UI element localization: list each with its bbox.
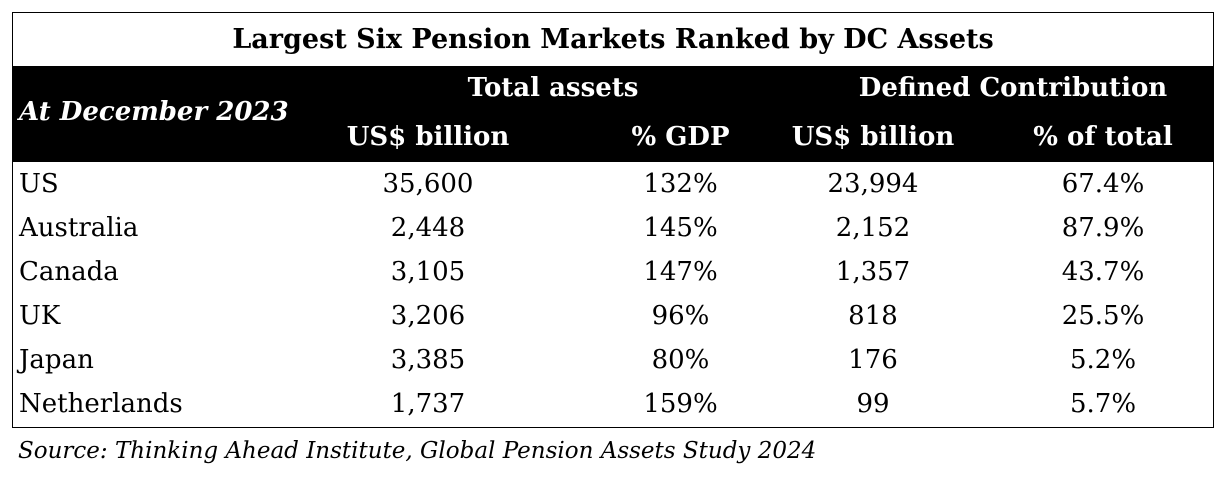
table-row: Netherlands 1,737 159% 99 5.7% [13, 382, 1213, 426]
column-header-dc-usd: US$ billion [791, 122, 955, 152]
cell-dc-usd: 1,357 [835, 257, 911, 287]
table-row: Australia 2,448 145% 2,152 87.9% [13, 206, 1213, 250]
cell-total-gdp: 80% [651, 345, 710, 375]
cell-country: Japan [19, 345, 94, 375]
cell-dc-share: 25.5% [1061, 301, 1145, 331]
cell-dc-share: 87.9% [1061, 213, 1145, 243]
cell-country: Australia [19, 213, 139, 243]
cell-dc-usd: 99 [856, 389, 890, 419]
table-row: UK 3,206 96% 818 25.5% [13, 294, 1213, 338]
cell-total-usd: 35,600 [382, 169, 474, 199]
table-row: Japan 3,385 80% 176 5.2% [13, 338, 1213, 382]
column-header-total-gdp: % GDP [631, 122, 730, 152]
cell-country: US [19, 169, 59, 199]
source-note: Source: Thinking Ahead Institute, Global… [18, 438, 817, 464]
column-header-total-usd: US$ billion [346, 122, 510, 152]
cell-total-usd: 3,385 [390, 345, 466, 375]
column-header-dc-share: % of total [1033, 122, 1173, 152]
cell-total-usd: 2,448 [390, 213, 466, 243]
cell-total-gdp: 145% [643, 213, 718, 243]
cell-total-usd: 3,105 [390, 257, 466, 287]
cell-dc-usd: 818 [848, 301, 898, 331]
cell-dc-share: 5.7% [1069, 389, 1137, 419]
cell-dc-share: 43.7% [1061, 257, 1145, 287]
cell-total-gdp: 96% [651, 301, 710, 331]
column-group-total-assets: Total assets [467, 73, 639, 103]
cell-total-gdp: 159% [643, 389, 718, 419]
cell-total-usd: 1,737 [390, 389, 466, 419]
cell-dc-usd: 23,994 [827, 169, 919, 199]
cell-total-gdp: 147% [643, 257, 718, 287]
table-header: At December 2023 Total assets Defined Co… [13, 67, 1213, 162]
cell-total-usd: 3,206 [390, 301, 466, 331]
cell-dc-usd: 176 [848, 345, 898, 375]
cell-dc-usd: 2,152 [835, 213, 911, 243]
pension-markets-table: Largest Six Pension Markets Ranked by DC… [12, 12, 1214, 428]
cell-country: Canada [19, 257, 119, 287]
cell-country: Netherlands [19, 389, 183, 419]
cell-dc-share: 67.4% [1061, 169, 1145, 199]
table-title: Largest Six Pension Markets Ranked by DC… [13, 13, 1213, 67]
table-body: US 35,600 132% 23,994 67.4% Australia 2,448 145… [13, 162, 1213, 426]
cell-country: UK [19, 301, 61, 331]
cell-total-gdp: 132% [643, 169, 718, 199]
cell-dc-share: 5.2% [1069, 345, 1137, 375]
table-row: Canada 3,105 147% 1,357 43.7% [13, 250, 1213, 294]
column-group-defined-contribution: Defined Contribution [858, 73, 1168, 103]
table-row: US 35,600 132% 23,994 67.4% [13, 162, 1213, 206]
row-header-label: At December 2023 [19, 97, 289, 127]
